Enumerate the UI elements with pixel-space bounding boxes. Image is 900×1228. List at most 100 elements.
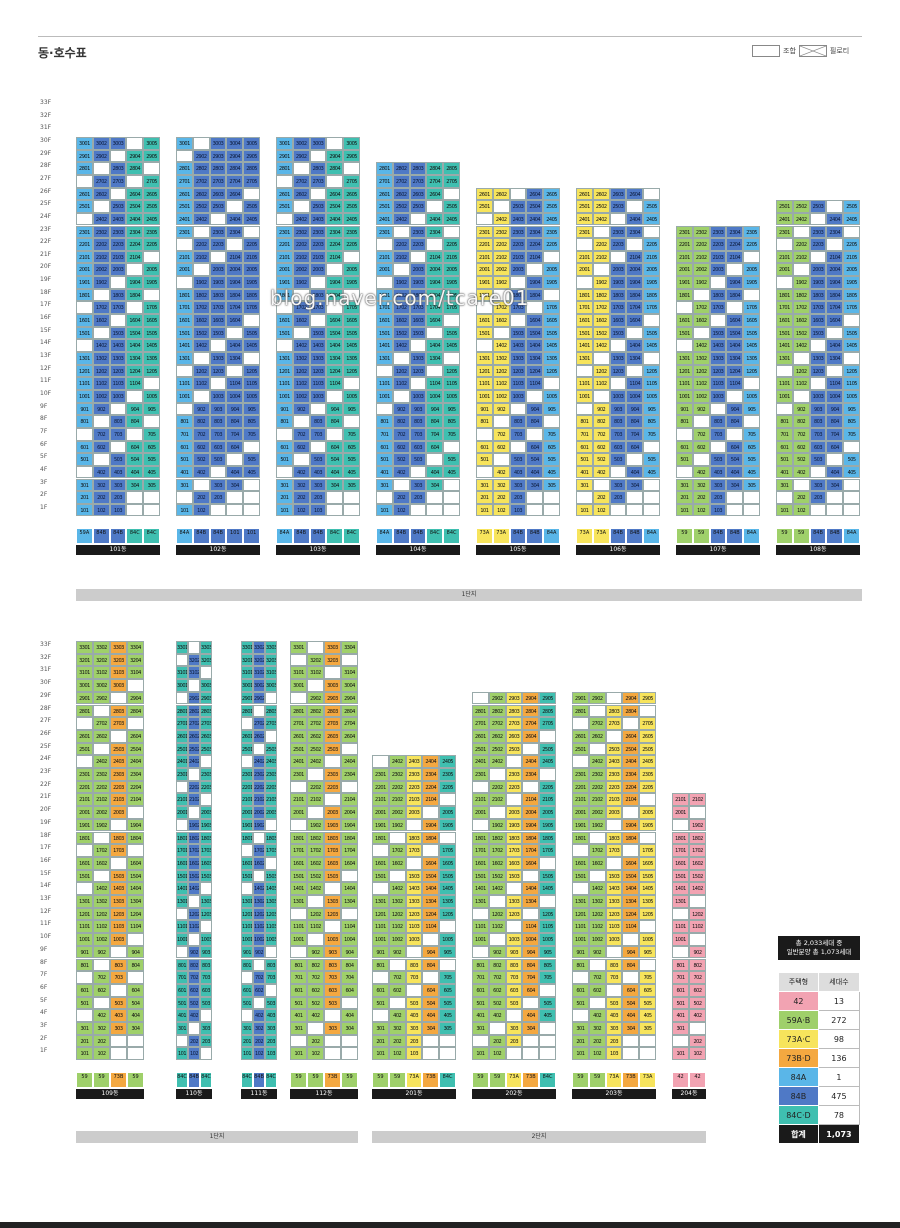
unit-cell xyxy=(826,491,844,504)
unit-cell: 602 xyxy=(488,983,506,997)
floor-label: 33F xyxy=(40,99,52,106)
unit-cell xyxy=(176,364,193,378)
unit-cell: 901 xyxy=(241,945,253,959)
unit-type-label: 84B xyxy=(188,1072,200,1089)
unit-cell xyxy=(488,895,506,908)
unit-cell: 601 xyxy=(672,983,689,997)
unit-cell: 1501 xyxy=(572,869,589,883)
unit-cell: 1004 xyxy=(226,389,244,403)
unit-cell: 2803 xyxy=(309,162,327,175)
unit-cell: 2203 xyxy=(609,238,627,251)
unit-cell: 804 xyxy=(522,958,540,972)
unit-cell: 305 xyxy=(143,478,160,492)
unit-cell xyxy=(226,364,244,378)
unit-cell: 3202 xyxy=(253,653,265,667)
unit-cell: 501 xyxy=(476,453,493,466)
unit-cell: 2401 xyxy=(376,212,393,226)
unit-cell: 903 xyxy=(200,945,212,959)
unit-cell xyxy=(76,844,93,857)
unit-cell xyxy=(726,389,744,403)
unit-cell: 1705 xyxy=(343,301,360,315)
floor-label: 22F xyxy=(40,780,52,788)
unit-cell: 1105 xyxy=(539,920,556,934)
unit-cell: 2402 xyxy=(488,755,506,768)
unit-cell: 1402 xyxy=(388,882,406,895)
unit-cell xyxy=(543,415,560,428)
unit-cell: 1605 xyxy=(543,314,560,327)
unit-cell: 101 xyxy=(176,503,193,517)
unit-cell: 702 xyxy=(93,971,110,984)
unit-cell xyxy=(265,856,277,870)
unit-cell xyxy=(543,377,560,390)
unit-cell: 703 xyxy=(605,971,623,984)
unit-cell: 1702 xyxy=(588,844,606,857)
unit-cell: 405 xyxy=(639,1009,656,1022)
unit-cell: 502 xyxy=(792,453,810,466)
floor-label: 4F xyxy=(40,1009,48,1017)
unit-cell: 1902 xyxy=(592,276,610,289)
unit-cell: 1505 xyxy=(543,326,560,340)
unit-cell: 1301 xyxy=(572,895,589,908)
unit-cell: 1901 xyxy=(372,818,389,832)
unit-cell xyxy=(776,238,793,251)
unit-cell: 2501 xyxy=(241,742,253,756)
unit-cell: 1102 xyxy=(692,377,710,390)
unit-cell xyxy=(226,491,244,504)
watermark: blog.naver.com/tcare01 xyxy=(270,286,530,310)
unit-cell: 1703 xyxy=(509,301,527,315)
unit-cell xyxy=(143,415,160,428)
unit-cell: 2702 xyxy=(92,174,110,188)
unit-cell xyxy=(689,1022,706,1035)
unit-cell: 704 xyxy=(826,427,844,441)
unit-cell: 1402 xyxy=(188,882,200,895)
unit-cell: 1003 xyxy=(405,933,423,946)
unit-cell xyxy=(488,806,506,819)
unit-cell: 1905 xyxy=(443,276,460,289)
unit-cell: 604 xyxy=(422,983,440,997)
unit-cell: 1905 xyxy=(843,276,860,289)
unit-cell: 404 xyxy=(226,465,244,479)
unit-cell: 2303 xyxy=(200,768,212,781)
unit-cell: 2502 xyxy=(488,742,506,756)
unit-cell xyxy=(176,780,188,794)
unit-cell: 2602 xyxy=(392,187,410,201)
unit-cell: 1703 xyxy=(709,301,727,315)
unit-cell: 1101 xyxy=(241,920,253,934)
unit-cell: 1801 xyxy=(776,288,793,302)
unit-cell xyxy=(309,440,327,454)
unit-cell: 1504 xyxy=(526,326,544,340)
unit-cell: 2204 xyxy=(526,238,544,251)
unit-cell: 701 xyxy=(472,971,489,984)
unit-cell xyxy=(809,212,827,226)
unit-cell xyxy=(572,882,589,895)
unit-cell xyxy=(539,895,556,908)
unit-cell: 1402 xyxy=(692,339,710,352)
unit-cell: 2303 xyxy=(505,768,523,781)
unit-cell: 803 xyxy=(609,415,627,428)
unit-type-label: 84B xyxy=(409,528,427,545)
unit-cell: 2902 xyxy=(92,149,110,163)
unit-cell: 2902 xyxy=(488,691,506,705)
unit-cell: 2001 xyxy=(76,806,93,819)
unit-cell: 1002 xyxy=(93,933,110,946)
unit-cell: 404 xyxy=(127,1009,144,1022)
unit-cell: 2902 xyxy=(93,691,110,705)
unit-cell: 2205 xyxy=(443,238,460,251)
unit-cell: 802 xyxy=(192,415,210,428)
unit-cell: 2305 xyxy=(439,768,456,781)
unit-cell xyxy=(127,717,144,730)
unit-cell: 2204 xyxy=(326,238,344,251)
unit-cell xyxy=(127,679,144,692)
unit-cell: 1901 xyxy=(241,818,253,832)
unit-cell: 701 xyxy=(776,427,793,441)
unit-cell: 1102 xyxy=(588,920,606,934)
unit-cell: 3202 xyxy=(93,653,110,667)
unit-cell: 1502 xyxy=(188,869,200,883)
unit-cell: 804 xyxy=(526,415,544,428)
unit-cell: 1203 xyxy=(324,907,341,921)
summary-type-0: 42 xyxy=(778,991,819,1011)
unit-cell: 2801 xyxy=(572,704,589,718)
unit-cell: 2305 xyxy=(143,225,160,239)
unit-cell: 1501 xyxy=(376,326,393,340)
unit-cell: 2203 xyxy=(109,238,127,251)
